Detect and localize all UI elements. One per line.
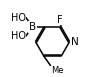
Text: Me: Me	[51, 66, 63, 75]
Text: B: B	[29, 22, 36, 32]
Text: HO: HO	[11, 13, 26, 23]
Text: N: N	[71, 37, 79, 47]
Text: F: F	[57, 15, 62, 25]
Text: HO: HO	[11, 31, 26, 41]
